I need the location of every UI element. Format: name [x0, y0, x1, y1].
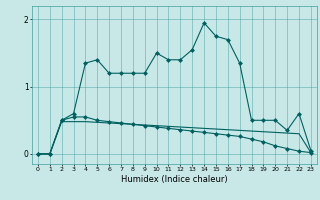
- X-axis label: Humidex (Indice chaleur): Humidex (Indice chaleur): [121, 175, 228, 184]
